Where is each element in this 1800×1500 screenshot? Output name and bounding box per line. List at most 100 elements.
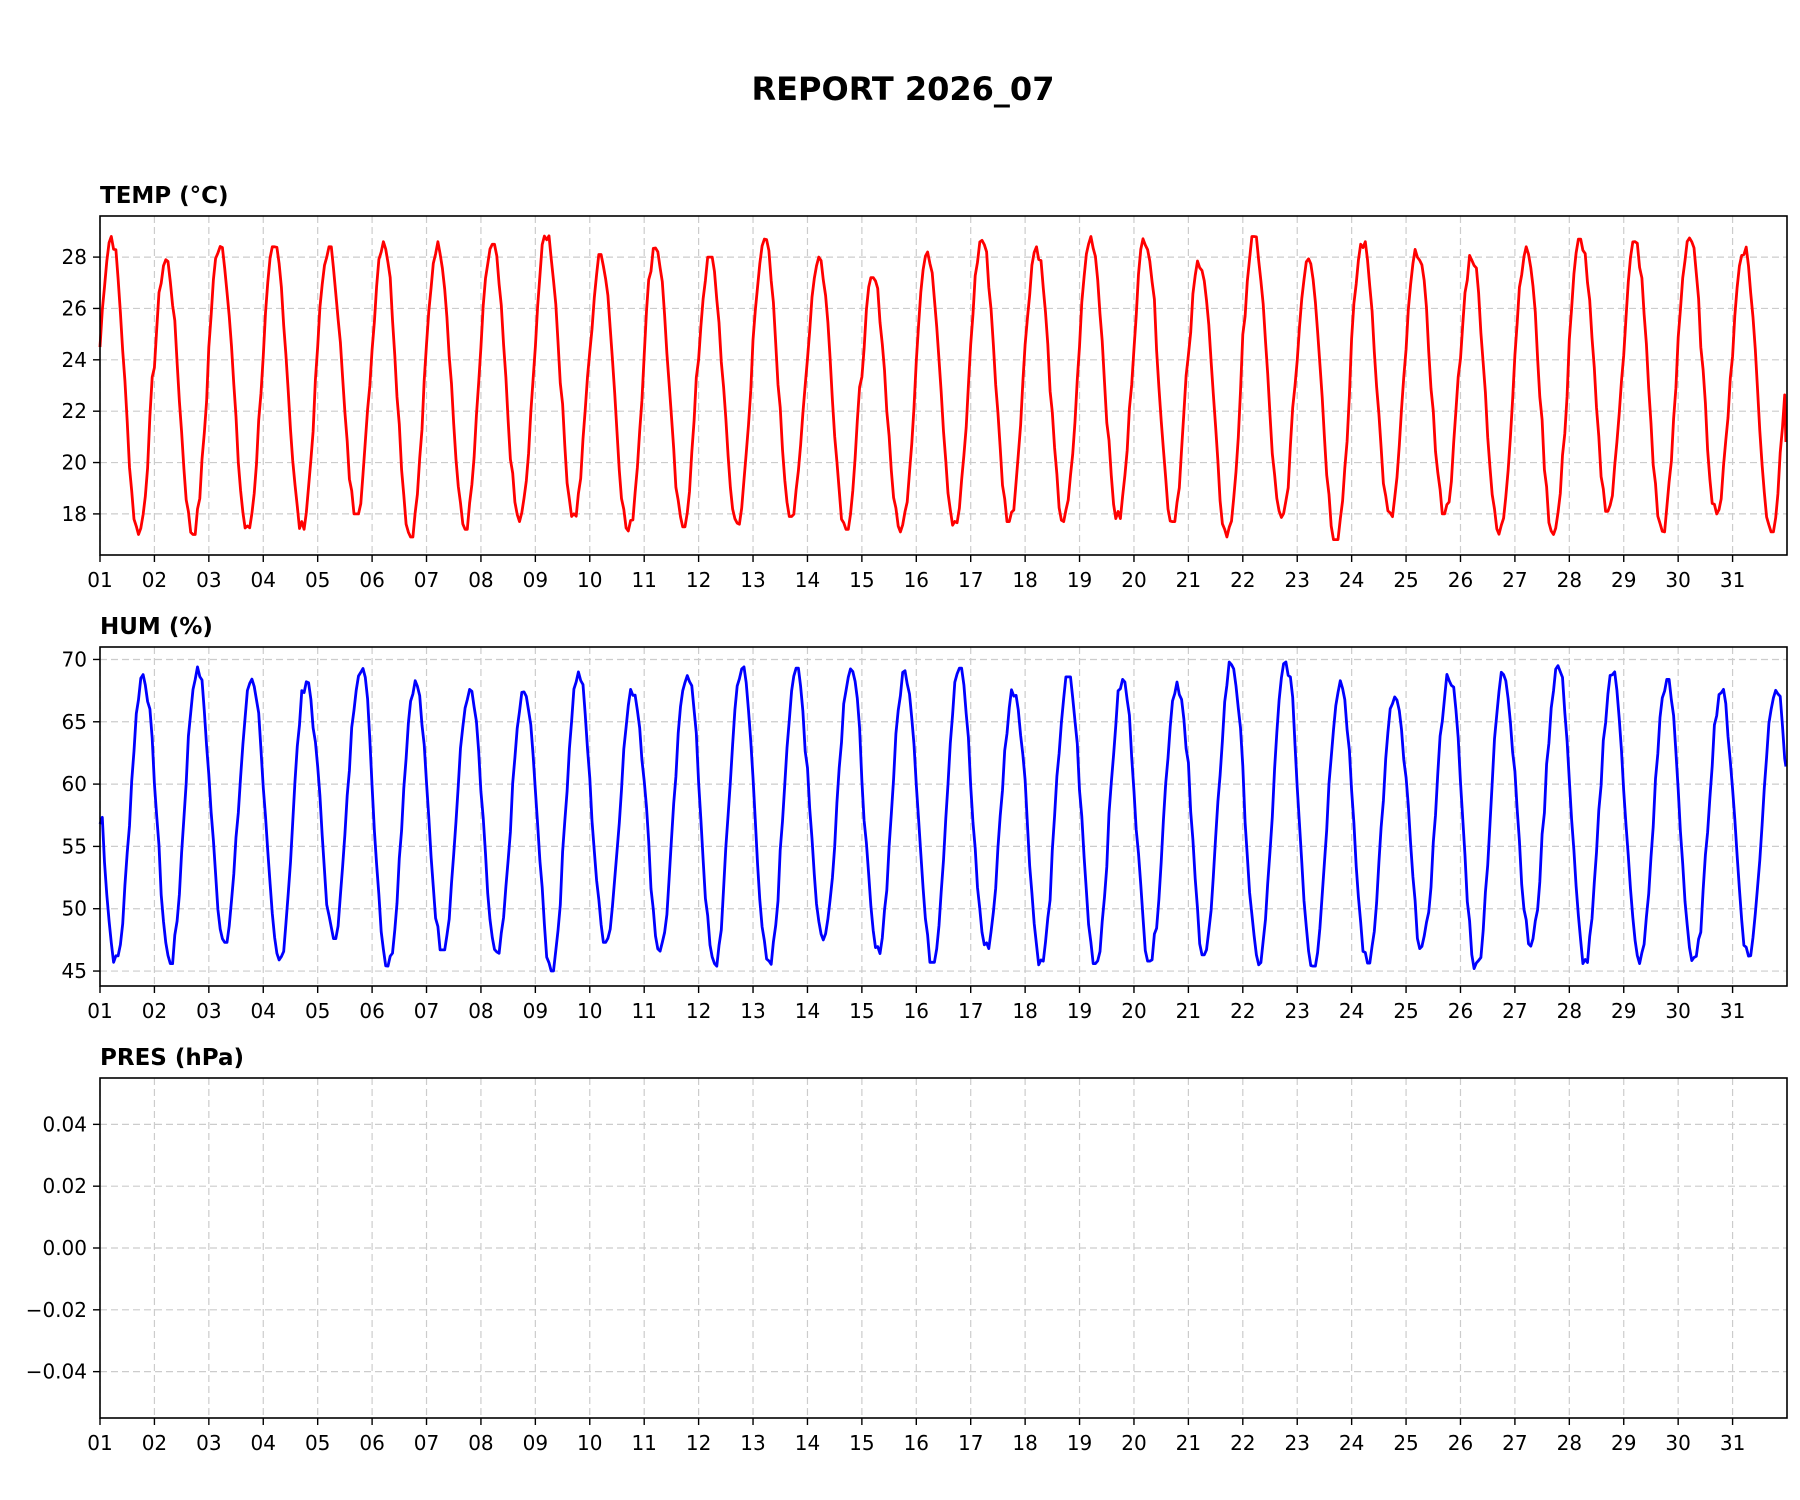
temp-xtick-label-17: 17 xyxy=(958,568,983,592)
hum-ytick-label-2: 55 xyxy=(62,834,87,858)
pres-xtick-label-22: 22 xyxy=(1230,1431,1255,1455)
pres-plot-frame xyxy=(99,1077,1788,1419)
hum-xtick-label-20: 20 xyxy=(1121,999,1146,1023)
temp-xtick-label-15: 15 xyxy=(849,568,874,592)
pres-xtick-label-05: 05 xyxy=(305,1431,330,1455)
hum-plot-area xyxy=(98,660,1788,973)
hum-xtick-label-28: 28 xyxy=(1557,999,1582,1023)
hum-xtick-label-09: 09 xyxy=(523,999,548,1023)
temp-xtick-label-08: 08 xyxy=(468,568,493,592)
temp-xtick-label-20: 20 xyxy=(1121,568,1146,592)
hum-xtick-label-01: 01 xyxy=(87,999,112,1023)
temp-ytick-label-3: 24 xyxy=(62,348,87,372)
hum-xtick-label-19: 19 xyxy=(1067,999,1092,1023)
temp-ytick-label-4: 26 xyxy=(62,296,87,320)
hum-plot-frame xyxy=(99,646,1788,987)
pres-xtick-label-08: 08 xyxy=(468,1431,493,1455)
temp-xtick-label-14: 14 xyxy=(795,568,820,592)
pres-ytick-label-1: −0.02 xyxy=(26,1298,87,1322)
pres-xtick-label-29: 29 xyxy=(1611,1431,1636,1455)
pres-xtick-label-09: 09 xyxy=(523,1431,548,1455)
pres-xtick-label-24: 24 xyxy=(1339,1431,1364,1455)
temp-ytick-label-1: 20 xyxy=(62,451,87,475)
pres-xtick-label-12: 12 xyxy=(686,1431,711,1455)
hum-xtick-label-31: 31 xyxy=(1720,999,1745,1023)
hum-xtick-label-23: 23 xyxy=(1284,999,1309,1023)
temp-xtick-label-19: 19 xyxy=(1067,568,1092,592)
hum-ytick-label-4: 65 xyxy=(62,710,87,734)
temp-xtick-label-12: 12 xyxy=(686,568,711,592)
temp-xtick-label-10: 10 xyxy=(577,568,602,592)
hum-xtick-label-30: 30 xyxy=(1665,999,1690,1023)
temp-xtick-label-04: 04 xyxy=(251,568,276,592)
temp-axes: 01 02 03 04 05 06 07 08 09 10 11 12 13 14 15 16 17 18 19 20… xyxy=(62,215,1788,592)
hum-xtick-label-24: 24 xyxy=(1339,999,1364,1023)
pres-xtick-label-02: 02 xyxy=(142,1431,167,1455)
hum-xtick-label-18: 18 xyxy=(1012,999,1037,1023)
hum-ytick-label-3: 60 xyxy=(62,772,87,796)
pres-xtick-label-15: 15 xyxy=(849,1431,874,1455)
temp-xtick-label-22: 22 xyxy=(1230,568,1255,592)
hum-axes: 01 02 03 04 05 06 07 08 09 10 11 12 13 14 15 16 17 18 19 20… xyxy=(62,646,1788,1023)
hum-ytick-label-0: 45 xyxy=(62,959,87,983)
temp-xtick-label-06: 06 xyxy=(359,568,384,592)
temp-xtick-label-16: 16 xyxy=(904,568,929,592)
pres-xtick-label-31: 31 xyxy=(1720,1431,1745,1455)
pres-xtick-label-23: 23 xyxy=(1284,1431,1309,1455)
temp-xtick-label-11: 11 xyxy=(631,568,656,592)
hum-xtick-label-13: 13 xyxy=(740,999,765,1023)
temp-ytick-label-2: 22 xyxy=(62,399,87,423)
temp-chart-title: TEMP (°C) xyxy=(100,183,229,209)
hum-xtick-label-25: 25 xyxy=(1393,999,1418,1023)
temp-xtick-label-09: 09 xyxy=(523,568,548,592)
hum-xtick-label-17: 17 xyxy=(958,999,983,1023)
pres-gridlines xyxy=(99,1078,1787,1418)
pres-xtick-label-03: 03 xyxy=(196,1431,221,1455)
hum-ytick-label-1: 50 xyxy=(62,897,87,921)
temp-xtick-label-31: 31 xyxy=(1720,568,1745,592)
pres-xtick-label-21: 21 xyxy=(1176,1431,1201,1455)
pres-xtick-label-19: 19 xyxy=(1067,1431,1092,1455)
hum-xtick-label-15: 15 xyxy=(849,999,874,1023)
temp-xtick-label-26: 26 xyxy=(1448,568,1473,592)
hum-xtick-label-22: 22 xyxy=(1230,999,1255,1023)
pres-chart-title: PRES (hPa) xyxy=(100,1045,244,1071)
hum-series-line xyxy=(98,660,1788,973)
hum-xtick-label-04: 04 xyxy=(251,999,276,1023)
pres-xtick-label-10: 10 xyxy=(577,1431,602,1455)
pres-ytick-label-3: 0.02 xyxy=(42,1174,87,1198)
temp-xtick-label-25: 25 xyxy=(1393,568,1418,592)
pres-xtick-label-04: 04 xyxy=(251,1431,276,1455)
pres-ytick-label-0: −0.04 xyxy=(26,1360,87,1384)
pres-xtick-label-13: 13 xyxy=(740,1431,765,1455)
pres-xtick-label-01: 01 xyxy=(87,1431,112,1455)
pres-xtick-label-30: 30 xyxy=(1665,1431,1690,1455)
temp-xtick-label-30: 30 xyxy=(1665,568,1690,592)
pres-xtick-label-11: 11 xyxy=(631,1431,656,1455)
temp-xtick-label-13: 13 xyxy=(740,568,765,592)
hum-xtick-label-14: 14 xyxy=(795,999,820,1023)
hum-xtick-label-16: 16 xyxy=(904,999,929,1023)
hum-xtick-label-02: 02 xyxy=(142,999,167,1023)
temp-series-line xyxy=(98,234,1788,541)
temp-xtick-label-29: 29 xyxy=(1611,568,1636,592)
hum-xtick-label-29: 29 xyxy=(1611,999,1636,1023)
temp-xtick-label-27: 27 xyxy=(1502,568,1527,592)
temp-plot-frame xyxy=(99,215,1788,556)
hum-xtick-label-07: 07 xyxy=(414,999,439,1023)
temp-xtick-label-21: 21 xyxy=(1176,568,1201,592)
hum-xtick-label-21: 21 xyxy=(1176,999,1201,1023)
hum-xtick-label-08: 08 xyxy=(468,999,493,1023)
pres-xtick-label-07: 07 xyxy=(414,1431,439,1455)
pres-xtick-label-14: 14 xyxy=(795,1431,820,1455)
figure-title: REPORT 2026_07 xyxy=(752,70,1055,108)
pres-xtick-label-17: 17 xyxy=(958,1431,983,1455)
pres-ytick-label-2: 0.00 xyxy=(42,1236,87,1260)
temp-xtick-label-24: 24 xyxy=(1339,568,1364,592)
hum-xtick-label-11: 11 xyxy=(631,999,656,1023)
pres-chart: PRES (hPa) 01 02 03 04 05 06 07 08 09 10 11 12 13 14 1… xyxy=(26,1045,1788,1455)
hum-ytick-label-5: 70 xyxy=(62,647,87,671)
temp-ytick-label-5: 28 xyxy=(62,245,87,269)
